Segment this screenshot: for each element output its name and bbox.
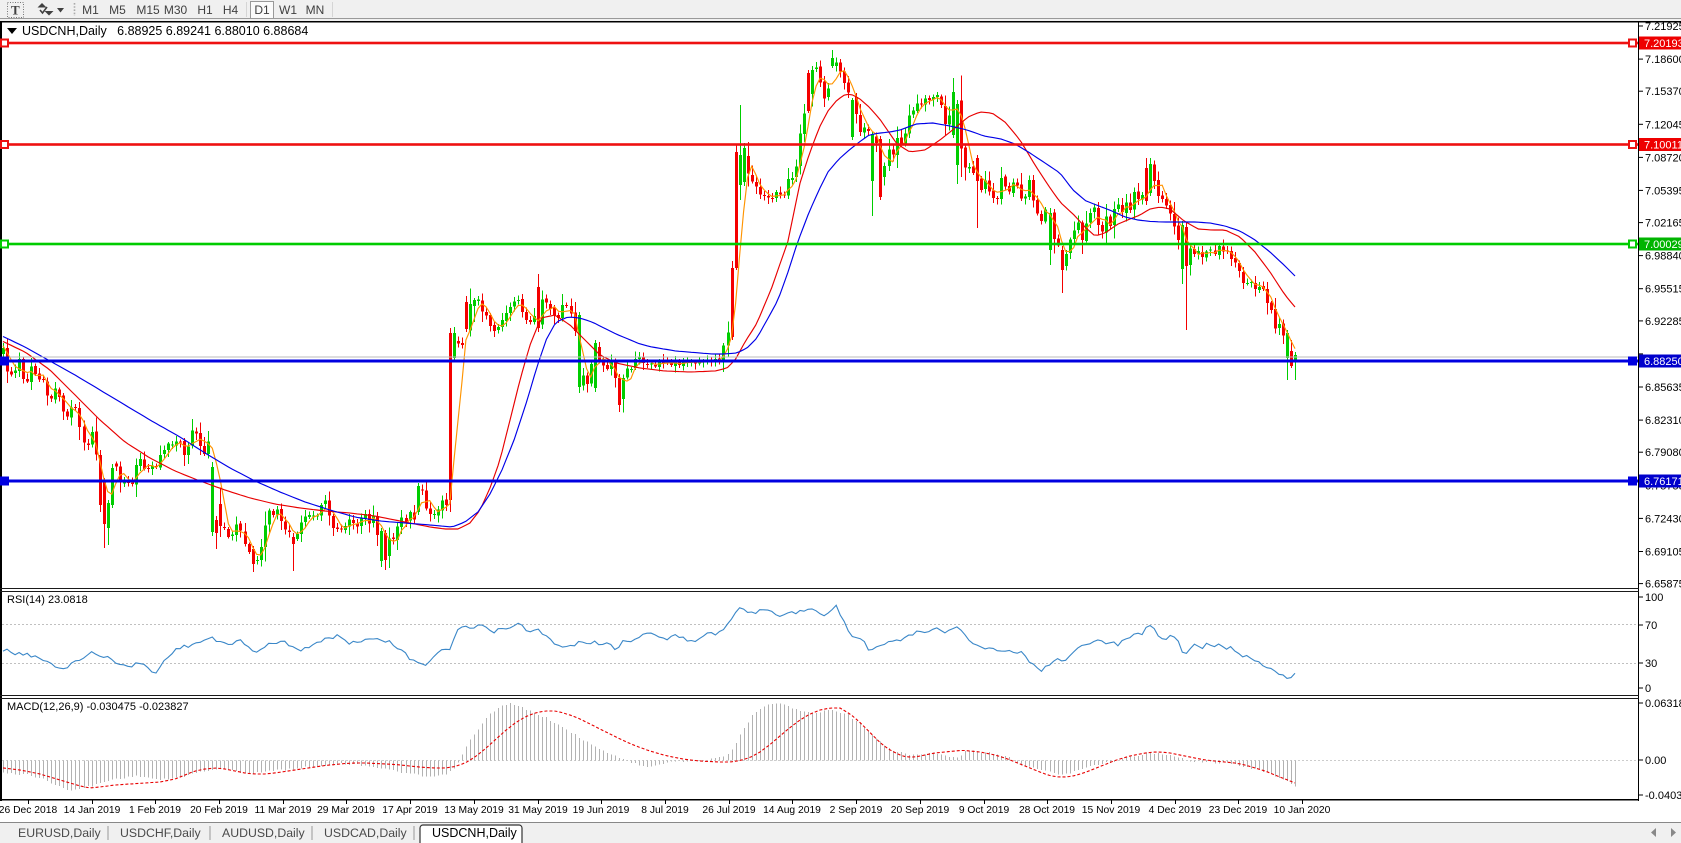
svg-text:H4: H4: [223, 3, 239, 17]
svg-text:7.21925: 7.21925: [1645, 21, 1681, 33]
svg-text:6.65875: 6.65875: [1645, 579, 1681, 591]
svg-text:6.82310: 6.82310: [1645, 415, 1681, 427]
svg-text:W1: W1: [279, 3, 297, 17]
svg-text:1 Feb 2019: 1 Feb 2019: [129, 805, 181, 816]
svg-text:M5: M5: [109, 3, 126, 17]
svg-text:7.02165: 7.02165: [1645, 218, 1681, 230]
svg-text:23 Dec 2019: 23 Dec 2019: [1209, 805, 1268, 816]
svg-text:4 Dec 2019: 4 Dec 2019: [1149, 805, 1202, 816]
svg-text:9 Oct 2019: 9 Oct 2019: [959, 805, 1010, 816]
svg-text:0.063184: 0.063184: [1645, 698, 1681, 710]
svg-text:31 May 2019: 31 May 2019: [508, 805, 568, 816]
svg-text:USDCHF,Daily: USDCHF,Daily: [120, 826, 201, 840]
svg-text:100: 100: [1645, 592, 1663, 604]
svg-text:15 Nov 2019: 15 Nov 2019: [1082, 805, 1141, 816]
svg-text:7.15370: 7.15370: [1645, 86, 1681, 98]
svg-text:7.18600: 7.18600: [1645, 54, 1681, 66]
svg-text:M1: M1: [82, 3, 99, 17]
svg-text:7.00029: 7.00029: [1644, 239, 1681, 251]
svg-text:14 Aug 2019: 14 Aug 2019: [763, 805, 821, 816]
svg-text:M15: M15: [136, 3, 160, 17]
svg-text:EURUSD,Daily: EURUSD,Daily: [18, 826, 102, 840]
svg-text:6.69105: 6.69105: [1645, 547, 1681, 559]
svg-text:7.05395: 7.05395: [1645, 185, 1681, 197]
svg-text:30: 30: [1645, 658, 1657, 670]
svg-text:-0.040355: -0.040355: [1645, 790, 1681, 802]
svg-text:H1: H1: [197, 3, 213, 17]
svg-text:D1: D1: [254, 3, 270, 17]
svg-text:RSI(14) 23.0818: RSI(14) 23.0818: [7, 594, 88, 606]
svg-text:11 Mar 2019: 11 Mar 2019: [254, 805, 311, 816]
svg-text:17 Apr 2019: 17 Apr 2019: [382, 805, 438, 816]
svg-text:19 Jun 2019: 19 Jun 2019: [573, 805, 630, 816]
svg-text:T: T: [11, 3, 20, 18]
svg-text:MN: MN: [306, 3, 325, 17]
svg-text:7.10011: 7.10011: [1644, 140, 1681, 152]
svg-text:28 Oct 2019: 28 Oct 2019: [1019, 805, 1075, 816]
svg-text:USDCNH,Daily: USDCNH,Daily: [432, 826, 517, 840]
svg-text:USDCAD,Daily: USDCAD,Daily: [324, 826, 408, 840]
svg-text:20 Sep 2019: 20 Sep 2019: [891, 805, 950, 816]
svg-text:6.88250: 6.88250: [1644, 356, 1681, 368]
svg-text:7.20193: 7.20193: [1644, 38, 1681, 50]
svg-text:6.72430: 6.72430: [1645, 513, 1681, 525]
svg-text:13 May 2019: 13 May 2019: [444, 805, 504, 816]
svg-text:26 Jul 2019: 26 Jul 2019: [702, 805, 756, 816]
svg-text:20 Feb 2019: 20 Feb 2019: [190, 805, 248, 816]
svg-text:0: 0: [1645, 683, 1651, 695]
svg-text:8 Jul 2019: 8 Jul 2019: [641, 805, 689, 816]
svg-text:0.00: 0.00: [1645, 755, 1666, 767]
svg-text:7.08720: 7.08720: [1645, 152, 1681, 164]
svg-text:MACD(12,26,9) -0.030475 -0.023: MACD(12,26,9) -0.030475 -0.023827: [7, 701, 189, 713]
svg-text:29 Mar 2019: 29 Mar 2019: [317, 805, 375, 816]
svg-text:6.92285: 6.92285: [1645, 316, 1681, 328]
svg-text:26 Dec 2018: 26 Dec 2018: [0, 805, 57, 816]
svg-text:2 Sep 2019: 2 Sep 2019: [830, 805, 883, 816]
svg-text:6.79080: 6.79080: [1645, 447, 1681, 459]
svg-text:6.95515: 6.95515: [1645, 284, 1681, 296]
svg-text:6.76171: 6.76171: [1644, 476, 1681, 488]
svg-text:6.98840: 6.98840: [1645, 251, 1681, 263]
svg-text:10 Jan 2020: 10 Jan 2020: [1274, 805, 1331, 816]
svg-text:7.12045: 7.12045: [1645, 119, 1681, 131]
svg-text:70: 70: [1645, 620, 1657, 632]
svg-text:AUDUSD,Daily: AUDUSD,Daily: [222, 826, 306, 840]
svg-text:14 Jan 2019: 14 Jan 2019: [64, 805, 121, 816]
svg-text:USDCNH,Daily 6.88925 6.89241: USDCNH,Daily 6.88925 6.89241 6.88010 6.8…: [22, 24, 308, 38]
svg-text:6.85635: 6.85635: [1645, 382, 1681, 394]
svg-text:M30: M30: [164, 3, 188, 17]
